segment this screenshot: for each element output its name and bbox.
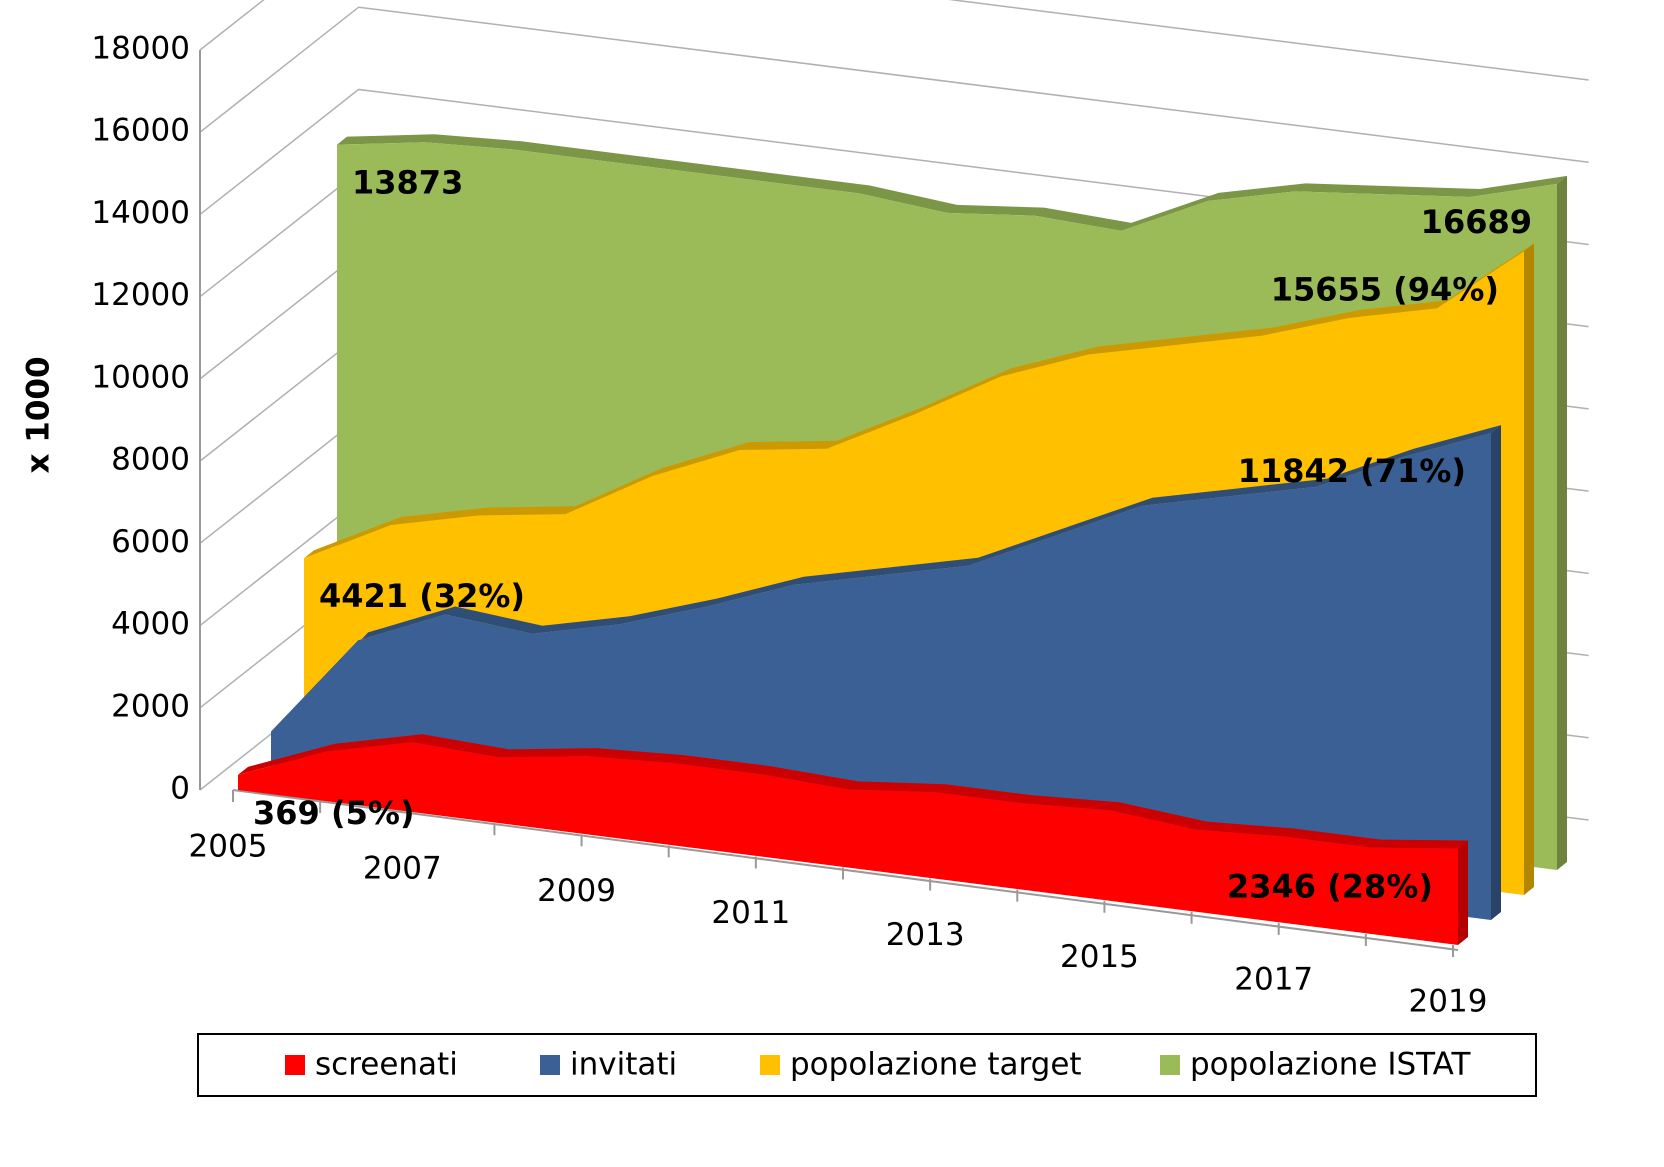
legend-swatch [540,1055,560,1075]
y-tick-label: 0 [170,771,190,807]
y-tick-label: 6000 [111,524,190,560]
y-tick-label: 18000 [91,31,190,67]
x-tick-label: 2011 [711,895,790,931]
x-tick-label: 2007 [363,851,442,887]
x-tick-label: 2019 [1409,984,1488,1020]
legend-label: popolazione target [790,1047,1082,1083]
x-tick-label: 2005 [189,829,268,865]
area-side [1458,840,1468,945]
grid-line [199,88,1589,246]
data-label: 11842 (71%) [1238,452,1466,490]
y-tick-label: 16000 [91,113,190,149]
area-side [1557,175,1567,870]
y-tick-label: 14000 [91,195,190,231]
legend-label: screenati [315,1047,458,1083]
y-axis-title: x 1000 [21,356,57,473]
data-label: 2346 (28%) [1227,868,1433,906]
x-tick-label: 2015 [1060,939,1139,975]
x-tick-label: 2017 [1234,961,1313,997]
legend-label: popolazione ISTAT [1190,1047,1471,1083]
x-tick-label: 2013 [886,917,965,953]
legend-box [197,1033,1537,1097]
area [238,742,1458,945]
y-tick-label: 2000 [111,688,190,724]
y-tick-label: 10000 [91,359,190,395]
data-label: 16689 [1421,203,1532,241]
y-tick-label: 4000 [111,606,190,642]
legend-swatch [285,1055,305,1075]
data-label: 369 (5%) [253,794,415,832]
area-side [1491,425,1501,920]
legend-swatch [760,1055,780,1075]
data-label: 15655 (94%) [1271,270,1499,308]
area-side [1524,243,1534,896]
x-axis-line [232,789,1459,951]
area-top [337,134,1567,231]
grid-line [199,0,1589,81]
y-tick-label: 8000 [111,442,190,478]
legend-swatch [1160,1055,1180,1075]
data-label: 4421 (32%) [319,577,525,615]
area-top [238,734,1468,849]
y-tick-label: 12000 [91,277,190,313]
data-label: 13873 [352,164,463,202]
grid-line [199,6,1589,163]
x-tick-label: 2009 [537,873,616,909]
legend-label: invitati [570,1047,677,1083]
